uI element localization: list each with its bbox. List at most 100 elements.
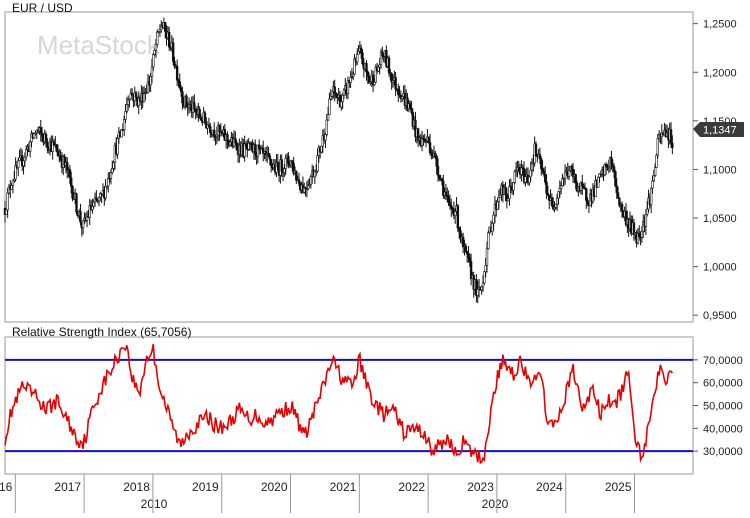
candle-body	[651, 180, 654, 189]
rsi-tick-label: 50,0000	[703, 401, 743, 413]
candle-body	[440, 178, 444, 182]
candle-body	[194, 108, 197, 113]
candle-body	[558, 188, 562, 192]
candle-body	[122, 119, 126, 130]
candle-body	[359, 47, 363, 53]
candle-body	[468, 257, 471, 262]
candle-body	[267, 153, 270, 157]
candle-body	[198, 109, 201, 118]
candle-body	[228, 141, 232, 146]
candle-body	[620, 204, 624, 211]
candle-body	[517, 166, 520, 171]
candle-body	[95, 197, 98, 201]
rsi-panel: Relative Strength Index (65,7056) 70,000…	[4, 325, 743, 475]
candle-body	[120, 129, 123, 138]
candle-body	[456, 205, 460, 229]
candle-body	[649, 187, 653, 205]
candle-body	[17, 160, 20, 168]
rsi-tick-label: 30,0000	[703, 446, 743, 458]
candle-body	[333, 86, 336, 94]
candle-body	[342, 89, 346, 96]
candle-body	[130, 92, 134, 96]
time-tick-label: 2022	[398, 480, 425, 494]
rsi-tick-label: 70,0000	[703, 355, 743, 367]
candle-body	[487, 232, 490, 250]
candle-body	[55, 144, 58, 152]
rsi-panel-frame	[4, 336, 694, 475]
candle-body	[173, 60, 176, 67]
candle-body	[109, 172, 113, 179]
candle-body	[178, 81, 181, 89]
candle-body	[291, 160, 294, 164]
candle-body	[366, 71, 370, 77]
candle-body	[484, 265, 487, 272]
candle-body	[330, 91, 334, 97]
time-tick-label: 2017	[54, 480, 81, 494]
candle-body	[75, 193, 78, 213]
candle-body	[316, 155, 319, 172]
candle-body	[492, 214, 495, 224]
candle-body	[410, 107, 413, 113]
candle-body	[356, 53, 359, 63]
candle-body	[436, 165, 440, 176]
candle-body	[79, 211, 82, 223]
candle-body	[554, 203, 558, 208]
candle-body	[604, 164, 608, 168]
last-value-pointer	[693, 122, 744, 137]
candle-body	[656, 138, 659, 156]
candle-body	[387, 57, 391, 74]
candle-body	[448, 202, 452, 206]
candle-body	[341, 94, 344, 103]
candle-body	[14, 165, 17, 180]
candle-body	[309, 176, 313, 185]
candle-body	[618, 197, 621, 206]
candle-body	[70, 177, 73, 187]
price-tick-label: 1,1000	[703, 164, 737, 176]
era-label-2010: 2010	[141, 497, 168, 511]
candle-body	[51, 141, 54, 152]
candle-body	[226, 134, 229, 141]
candle-body	[349, 77, 352, 83]
candle-body	[427, 136, 430, 143]
candle-body	[235, 142, 238, 150]
candle-body	[297, 179, 301, 184]
candle-body	[124, 110, 127, 120]
candle-body	[81, 219, 85, 229]
candle-body	[464, 245, 467, 252]
time-tick-label: 2020	[261, 480, 288, 494]
candle-body	[542, 171, 546, 175]
candle-body	[485, 248, 489, 266]
candle-body	[534, 143, 538, 157]
candle-body	[610, 157, 613, 166]
candle-body	[450, 205, 453, 209]
candle-body	[524, 176, 527, 183]
candle-body	[570, 166, 573, 170]
time-tick-label: 2024	[536, 480, 563, 494]
price-tick-label: 1,0000	[703, 262, 737, 274]
candle-body	[18, 157, 21, 162]
candle-body	[423, 138, 426, 142]
candle-body	[243, 143, 246, 157]
candle-body	[545, 181, 548, 194]
candle-body	[295, 170, 298, 181]
candle-body	[530, 163, 534, 171]
candle-body	[262, 147, 265, 154]
candle-body	[632, 222, 636, 235]
candle-body	[357, 50, 360, 55]
candle-body	[586, 200, 589, 204]
candle-body	[499, 194, 502, 198]
candle-body	[582, 185, 585, 189]
candle-body	[56, 151, 60, 157]
candle-body	[24, 149, 28, 158]
candle-body	[497, 197, 501, 203]
candle-body	[149, 76, 152, 86]
candle-body	[23, 156, 27, 162]
candle-body	[544, 174, 547, 183]
candle-body	[540, 158, 543, 170]
candle-body	[213, 129, 216, 137]
candle-body	[59, 155, 62, 161]
price-tick-label: 1,0500	[703, 213, 737, 225]
